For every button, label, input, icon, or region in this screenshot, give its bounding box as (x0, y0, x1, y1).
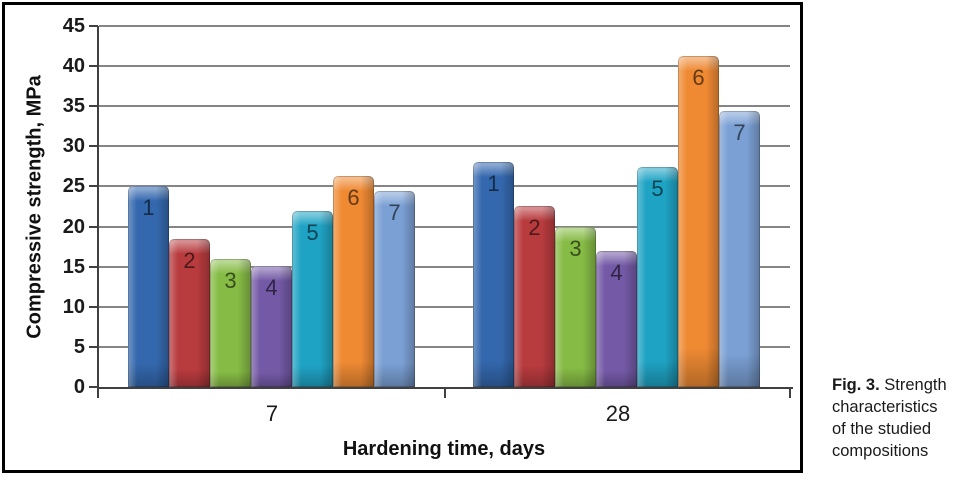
caption-line: compositions (832, 441, 929, 460)
gridline-20 (99, 225, 790, 228)
gridline-5 (99, 345, 790, 348)
bar-label-series5: 5 (306, 220, 319, 245)
y-tick-label-0: 0 (73, 376, 85, 398)
bar-series7-cat28: 7 (719, 111, 760, 387)
caption-line: characteristics (832, 397, 938, 416)
y-tick-25 (89, 185, 98, 188)
y-tick-label-30: 30 (62, 135, 85, 158)
bar-series1-cat7: 1 (128, 186, 169, 387)
bar-label-series3: 3 (569, 236, 582, 261)
bar-series5-cat7: 5 (292, 211, 333, 387)
y-tick-0 (89, 386, 98, 388)
bar-series3-cat7: 3 (210, 259, 251, 387)
y-tick-label-10: 10 (62, 295, 85, 318)
bar-label-series5: 5 (651, 176, 664, 201)
caption-line: of the studied (832, 419, 932, 438)
bar-series2-cat28: 2 (514, 206, 555, 387)
category-label-28: 28 (605, 401, 631, 426)
plot-area: 1 2 3 4 5 6 7 1 2 3 4 5 6 7 (98, 25, 790, 387)
bar-series6-cat28: 6 (678, 56, 719, 387)
y-tick-30 (89, 145, 98, 148)
bar-label-series4: 4 (610, 260, 623, 285)
y-tick-20 (89, 225, 98, 228)
y-tick-5 (89, 345, 98, 348)
gridline-40 (99, 65, 790, 68)
bar-label-series1: 1 (142, 195, 155, 220)
bar-label-series4: 4 (265, 275, 278, 300)
gridline-25 (99, 185, 790, 188)
bar-series3-cat28: 3 (555, 227, 596, 387)
y-tick-40 (89, 65, 98, 68)
x-tick-2 (789, 389, 791, 398)
bar-series2-cat7: 2 (169, 239, 210, 387)
gridline-15 (99, 265, 790, 268)
bar-series6-cat7: 6 (333, 176, 374, 387)
bar-label-series2: 2 (528, 215, 541, 240)
bar-label-series6: 6 (692, 65, 705, 90)
y-tick-label-40: 40 (62, 55, 85, 78)
bar-series1-cat28: 1 (473, 162, 514, 387)
bar-label-series2: 2 (183, 248, 196, 273)
bar-label-series7: 7 (733, 120, 746, 145)
bar-series7-cat7: 7 (374, 191, 415, 387)
y-axis-line (97, 26, 99, 389)
y-tick-label-45: 45 (62, 15, 85, 37)
gridline-30 (99, 145, 790, 148)
gridline-35 (99, 105, 790, 108)
figure-caption: Fig. 3. Strength characteristics of the … (832, 375, 966, 463)
bar-series5-cat28: 5 (637, 167, 678, 387)
y-tick-label-20: 20 (62, 215, 85, 238)
caption-line: Fig. 3. Strength (832, 376, 947, 394)
bar-label-series7: 7 (388, 200, 401, 225)
x-tick-0 (97, 389, 99, 398)
y-tick-45 (89, 25, 98, 27)
y-tick-10 (89, 305, 98, 308)
bar-series4-cat7: 4 (251, 266, 292, 387)
x-axis-line (97, 387, 793, 389)
gridline-45 (99, 25, 790, 27)
y-tick-15 (89, 265, 98, 268)
bar-label-series3: 3 (224, 268, 237, 293)
y-tick-35 (89, 105, 98, 108)
bar-label-series1: 1 (487, 171, 500, 196)
y-tick-label-15: 15 (62, 255, 85, 278)
bar-series4-cat28: 4 (596, 251, 637, 387)
y-tick-label-25: 25 (62, 175, 85, 198)
category-label-7: 7 (265, 401, 279, 426)
x-axis-title: Hardening time, days (342, 438, 546, 460)
y-tick-label-35: 35 (62, 95, 85, 118)
gridline-10 (99, 305, 790, 308)
x-tick-1 (444, 389, 446, 398)
y-tick-label-5: 5 (73, 335, 85, 358)
caption-fig-label: Fig. 3. (832, 376, 880, 394)
bar-label-series6: 6 (347, 185, 360, 210)
